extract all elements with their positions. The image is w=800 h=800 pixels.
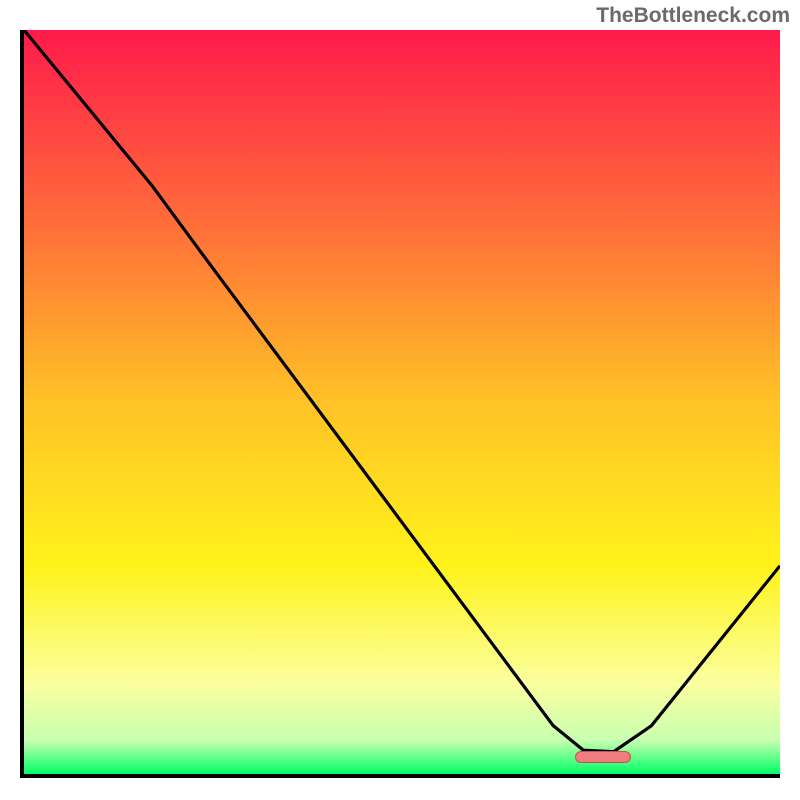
- chart-container: TheBottleneck.com: [0, 0, 800, 800]
- plot-area: [20, 30, 780, 778]
- bottleneck-curve: [24, 30, 780, 774]
- optimal-range-marker: [575, 751, 631, 764]
- attribution-text: TheBottleneck.com: [596, 4, 790, 28]
